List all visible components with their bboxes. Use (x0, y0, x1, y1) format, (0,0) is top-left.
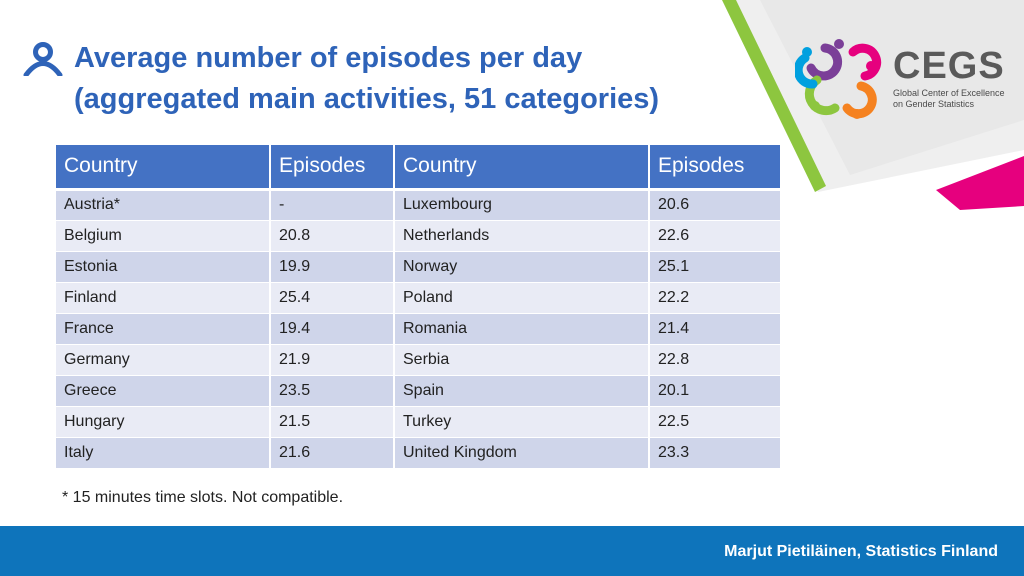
logo-subtitle: Global Center of Excellence on Gender St… (893, 88, 1013, 110)
table-header-row: Country Episodes Country Episodes (56, 145, 782, 191)
table-cell: - (270, 189, 395, 221)
table-cell: Poland (394, 282, 650, 314)
table-cell: Italy (56, 437, 271, 469)
table-cell: Belgium (56, 220, 271, 252)
table-cell: Norway (394, 251, 650, 283)
table-row: France 19.4 Romania 21.4 (56, 313, 782, 345)
header-episodes-1: Episodes (270, 145, 395, 191)
table-cell: 20.1 (649, 375, 782, 407)
table-cell: 25.4 (270, 282, 395, 314)
table-cell: 20.6 (649, 189, 782, 221)
table-row: Germany 21.9 Serbia 22.8 (56, 344, 782, 376)
footnote: * 15 minutes time slots. Not compatible. (62, 489, 344, 506)
table-cell: France (56, 313, 271, 345)
page-title: Average number of episodes per day (aggr… (74, 38, 714, 120)
header-country-1: Country (56, 145, 271, 191)
table-cell: 21.5 (270, 406, 395, 438)
table-row: Austria* - Luxembourg 20.6 (56, 189, 782, 221)
corner-green-stripe (722, 0, 826, 192)
table-row: Estonia 19.9 Norway 25.1 (56, 251, 782, 283)
table-cell: 22.8 (649, 344, 782, 376)
table-row: Belgium 20.8 Netherlands 22.6 (56, 220, 782, 252)
table-cell: 20.8 (270, 220, 395, 252)
table-cell: 21.9 (270, 344, 395, 376)
table-row: Hungary 21.5 Turkey 22.5 (56, 406, 782, 438)
table-cell: 21.6 (270, 437, 395, 469)
table-row: Greece 23.5 Spain 20.1 (56, 375, 782, 407)
table-cell: 23.5 (270, 375, 395, 407)
header-episodes-2: Episodes (649, 145, 782, 191)
table-cell: 22.5 (649, 406, 782, 438)
table-cell: Hungary (56, 406, 271, 438)
title-line-1: Average number of episodes per day (74, 42, 583, 74)
table-cell: Estonia (56, 251, 271, 283)
person-icon (23, 42, 63, 76)
cegs-logo-icon (795, 39, 882, 119)
table-cell: 25.1 (649, 251, 782, 283)
logo-subtitle-line-2: on Gender Statistics (893, 99, 975, 109)
episodes-table: Country Episodes Country Episodes Austri… (56, 145, 782, 469)
table-cell: Greece (56, 375, 271, 407)
table-cell: Germany (56, 344, 271, 376)
table-cell: Romania (394, 313, 650, 345)
table-cell: 23.3 (649, 437, 782, 469)
table-cell: Netherlands (394, 220, 650, 252)
logo-subtitle-line-1: Global Center of Excellence (893, 88, 1005, 98)
table-cell: Luxembourg (394, 189, 650, 221)
table-cell: 22.2 (649, 282, 782, 314)
table-cell: United Kingdom (394, 437, 650, 469)
header-country-2: Country (394, 145, 650, 191)
table-cell: 22.6 (649, 220, 782, 252)
table-cell: 19.4 (270, 313, 395, 345)
table-cell: Finland (56, 282, 271, 314)
corner-magenta-stripe (936, 156, 1024, 210)
logo-name: CEGS (893, 45, 1005, 87)
table-cell: Spain (394, 375, 650, 407)
table-cell: Austria* (56, 189, 271, 221)
table-cell: 21.4 (649, 313, 782, 345)
footer-author: Marjut Pietiläinen, Statistics Finland (724, 543, 998, 560)
footer-bar: Marjut Pietiläinen, Statistics Finland (0, 526, 1024, 576)
table-row: Finland 25.4 Poland 22.2 (56, 282, 782, 314)
title-line-2: (aggregated main activities, 51 categori… (74, 83, 660, 115)
table-cell: Serbia (394, 344, 650, 376)
table-cell: Turkey (394, 406, 650, 438)
table-row: Italy 21.6 United Kingdom 23.3 (56, 437, 782, 469)
table-cell: 19.9 (270, 251, 395, 283)
